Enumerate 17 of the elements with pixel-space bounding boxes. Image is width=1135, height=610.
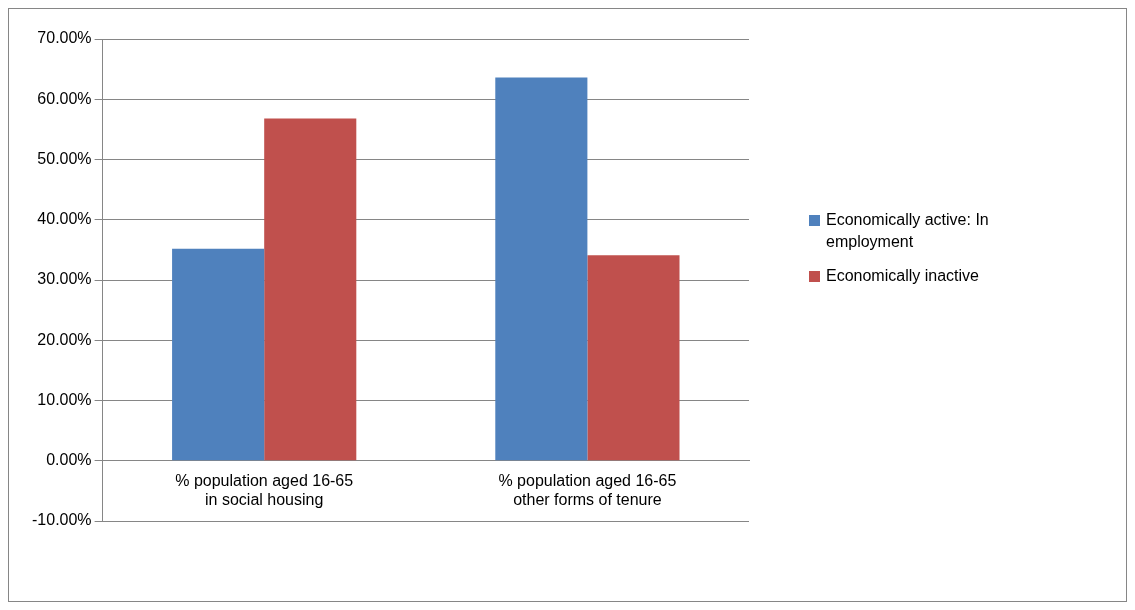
y-tick-label: 50.00% xyxy=(37,149,92,167)
y-tick-label: 40.00% xyxy=(37,210,92,228)
y-tick-label: 60.00% xyxy=(37,89,92,107)
y-tick-label: 30.00% xyxy=(37,270,92,288)
y-tick-label: 20.00% xyxy=(37,330,92,348)
bar xyxy=(495,77,588,461)
bar xyxy=(264,118,357,461)
x-tick-label: % population aged 16-65 other forms of tenure xyxy=(498,471,677,508)
bar xyxy=(172,248,265,461)
y-tick-label: 70.00% xyxy=(37,29,92,47)
legend-label: Economically active: In employment xyxy=(826,210,990,252)
y-tick-label: -10.00% xyxy=(32,511,92,529)
y-tick-label: 10.00% xyxy=(37,390,92,408)
legend-label: Economically inactive xyxy=(826,266,980,286)
x-tick-label: % population aged 16-65 in social housing xyxy=(175,471,354,508)
bar xyxy=(587,255,680,461)
y-tick-label: 0.00% xyxy=(46,451,92,469)
